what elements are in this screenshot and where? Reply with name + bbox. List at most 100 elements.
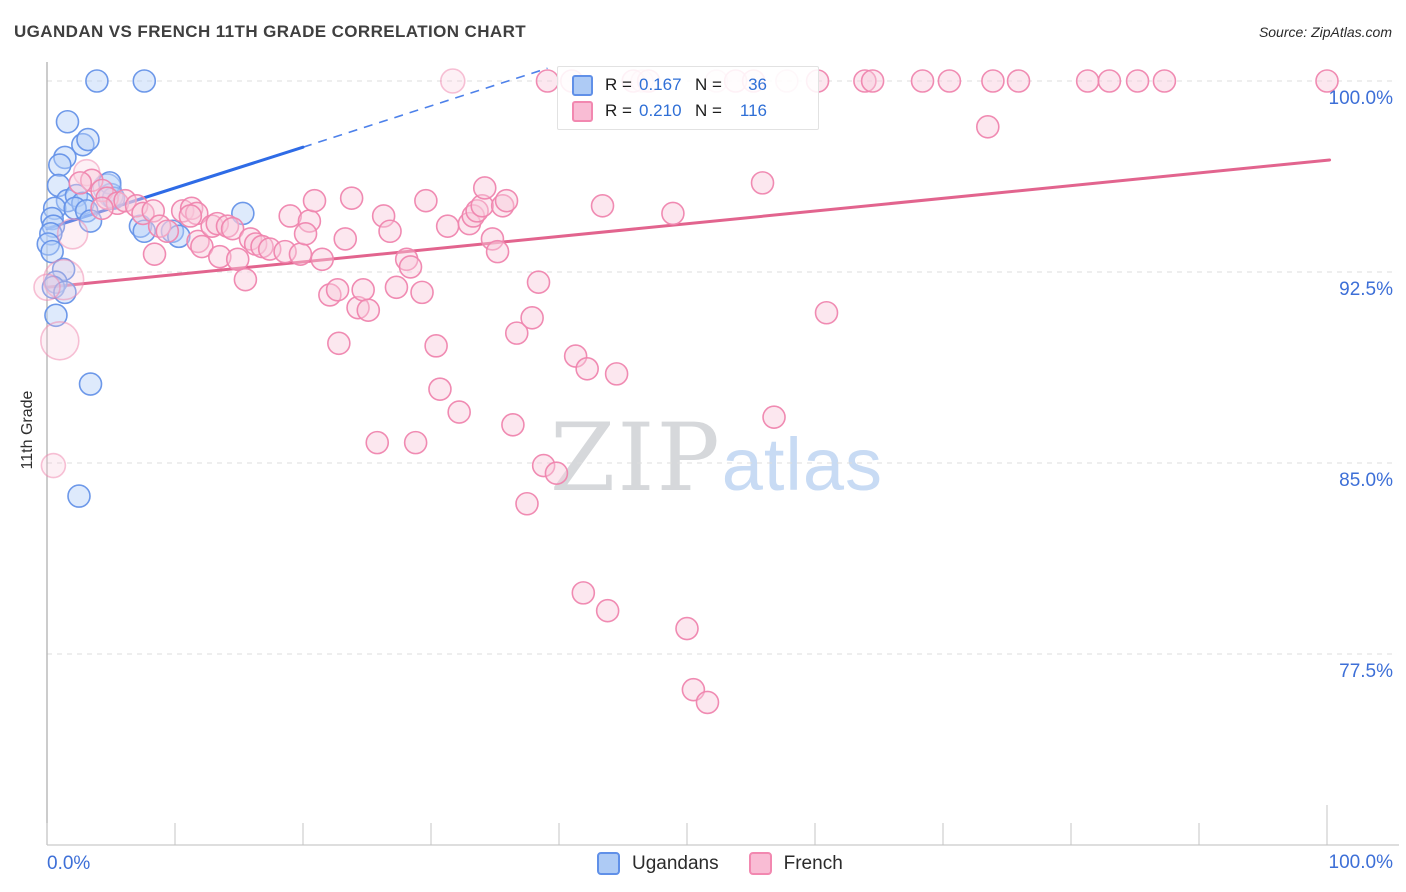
data-point-french: [141, 199, 166, 223]
french-swatch-icon: [748, 852, 772, 875]
legend-label-french: French: [783, 852, 843, 874]
page-title: UGANDAN VS FRENCH 11TH GRADE CORRELATION…: [14, 22, 527, 41]
data-point-french: [526, 270, 551, 294]
data-point-french: [33, 273, 61, 302]
data-point-ugandans: [44, 303, 68, 328]
data-point-french: [544, 461, 569, 485]
data-point-french: [410, 280, 434, 305]
series-legend: Ugandans French: [597, 852, 843, 875]
data-point-ugandans: [132, 219, 157, 244]
data-point-french: [447, 400, 471, 424]
ugandans-swatch-icon: [572, 74, 593, 96]
source-attribution: Source: ZipAtlas.com: [1258, 24, 1392, 40]
legend-row-ugandans: R = 0.167 N = 36: [572, 74, 818, 96]
legend-label-ugandans: Ugandans: [632, 852, 719, 874]
data-point-french: [485, 239, 510, 264]
legend-item-ugandans: Ugandans: [597, 852, 719, 875]
data-point-french: [371, 204, 396, 228]
data-point-french: [414, 188, 438, 213]
y-axis-tick-label-77.5%: 77.5%: [1339, 661, 1393, 682]
data-point-french: [378, 219, 402, 244]
data-point-french: [975, 115, 1000, 139]
data-point-french: [853, 69, 877, 93]
data-point-french: [860, 69, 885, 93]
x-axis-max-label: 100.0%: [1328, 852, 1393, 873]
data-point-french: [1315, 69, 1339, 93]
data-point-french: [494, 188, 519, 213]
data-point-french: [424, 334, 448, 358]
data-point-french: [472, 176, 497, 200]
data-point-french: [1125, 69, 1150, 93]
data-point-french: [288, 242, 313, 266]
data-point-french: [762, 405, 786, 429]
data-point-french: [365, 430, 390, 455]
data-point-french: [695, 690, 720, 715]
data-point-french: [435, 214, 460, 238]
data-point-french: [504, 321, 529, 345]
data-point-french: [384, 275, 409, 300]
data-point-french: [90, 196, 114, 221]
data-point-french: [501, 413, 525, 437]
data-point-french: [575, 356, 599, 381]
data-point-french: [403, 430, 428, 455]
zipatlas-watermark: ZIP atlas: [550, 404, 883, 513]
data-point-french: [351, 278, 375, 302]
data-point-french: [531, 453, 556, 478]
data-point-french: [39, 320, 80, 361]
legend-item-french: French: [748, 852, 843, 875]
data-point-ugandans: [85, 69, 109, 93]
data-point-ugandans: [67, 484, 91, 508]
data-point-french: [310, 247, 335, 272]
french-swatch-icon: [572, 100, 593, 122]
data-point-french: [520, 306, 544, 330]
data-point-french: [325, 278, 350, 302]
data-point-french: [910, 69, 935, 93]
n-value-french: 116: [739, 101, 767, 120]
data-point-french: [590, 193, 615, 218]
data-point-french: [1075, 69, 1100, 93]
data-point-french: [178, 204, 203, 228]
n-label: N =: [695, 75, 722, 94]
watermark-atlas: atlas: [721, 423, 884, 506]
data-point-french: [428, 377, 452, 401]
data-point-french: [470, 193, 495, 218]
data-point-french: [981, 69, 1005, 93]
data-point-french: [233, 267, 258, 292]
r-value-ugandans: 0.167: [639, 75, 682, 94]
data-point-french: [1097, 69, 1122, 93]
data-point-french: [814, 300, 839, 325]
data-point-ugandans: [167, 224, 191, 249]
data-point-french: [155, 219, 180, 244]
data-point-french: [356, 298, 381, 323]
trend-line-extension-Ugandans: [302, 67, 548, 148]
data-point-french: [56, 218, 89, 250]
data-point-french: [190, 234, 214, 259]
data-point-french: [398, 255, 423, 279]
data-point-french: [535, 69, 560, 93]
data-point-ugandans: [76, 127, 100, 152]
trend-line-French: [45, 158, 1332, 289]
data-point-french: [515, 491, 539, 516]
data-point-french: [302, 188, 327, 213]
data-point-french: [208, 244, 232, 269]
ugandans-swatch-icon: [597, 852, 620, 875]
y-axis-tick-label-100.0%: 100.0%: [1328, 88, 1393, 109]
data-point-ugandans: [51, 257, 76, 282]
data-point-ugandans: [47, 153, 72, 177]
trend-line-Ugandans: [45, 145, 305, 231]
data-point-french: [661, 201, 685, 226]
data-point-french: [40, 452, 67, 479]
data-point-french: [1152, 69, 1177, 93]
data-point-french: [68, 171, 93, 195]
data-point-french: [327, 331, 351, 356]
data-point-french: [604, 362, 629, 386]
n-value-ugandans: 36: [748, 75, 767, 94]
data-point-french: [571, 581, 596, 605]
watermark-zip: ZIP: [550, 404, 722, 513]
data-point-french: [142, 242, 167, 266]
n-label: N =: [695, 101, 722, 120]
data-point-ugandans: [78, 372, 103, 396]
data-point-ugandans: [55, 109, 80, 134]
r-value-french: 0.210: [639, 101, 682, 120]
